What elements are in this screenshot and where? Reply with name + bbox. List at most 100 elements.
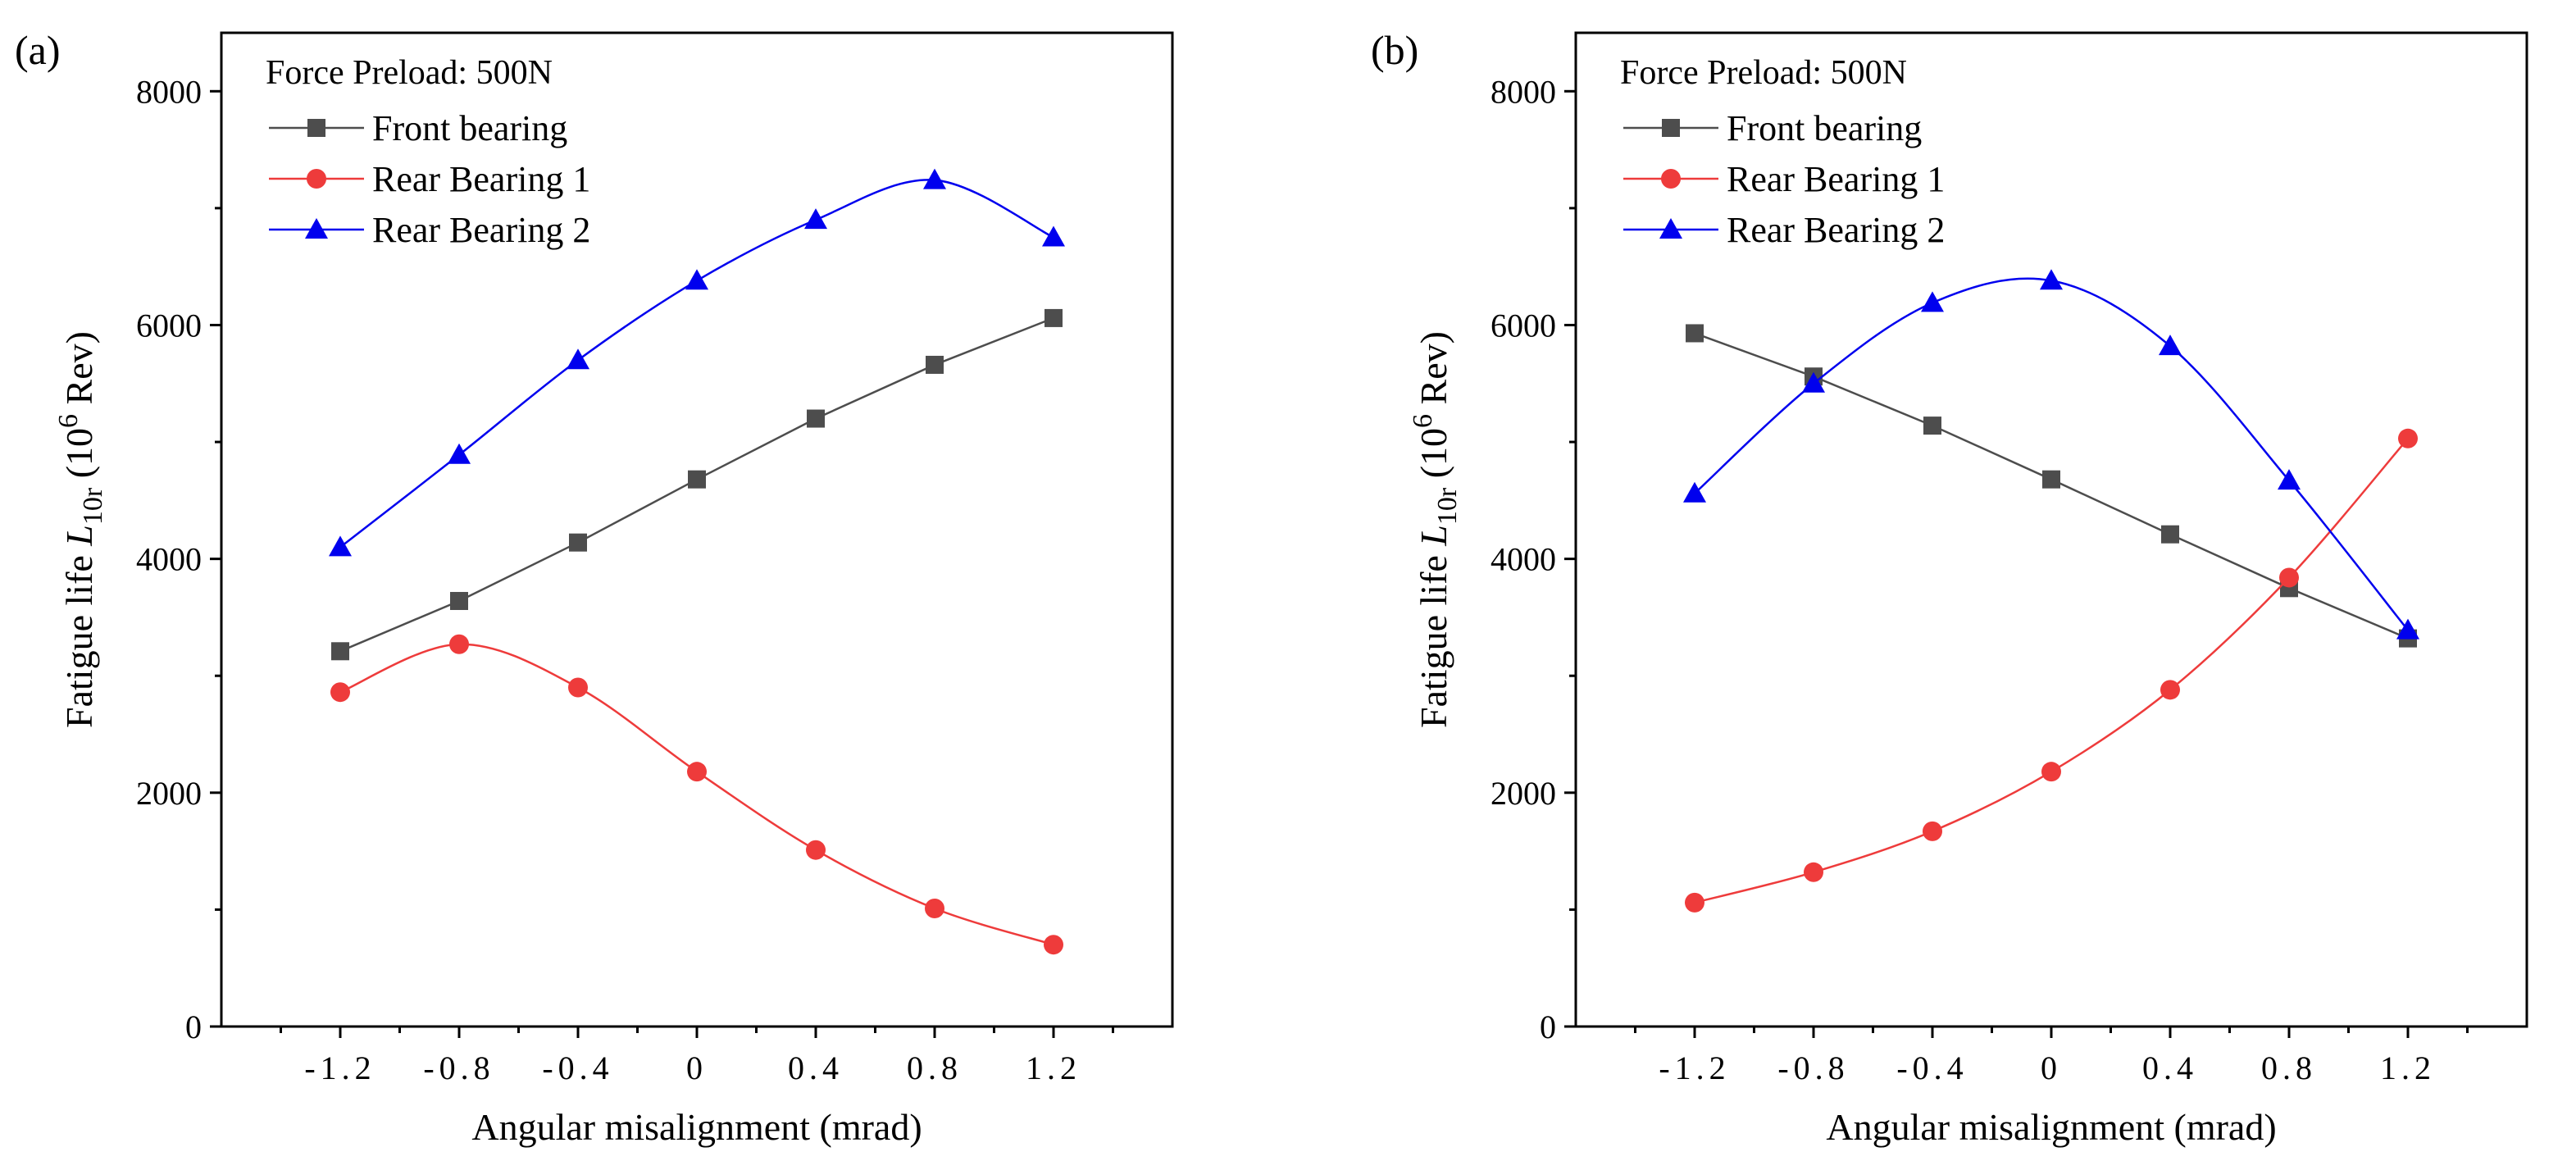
legend-label: Rear Bearing 2 — [372, 210, 590, 250]
series-rear-bearing-2 — [1683, 269, 2419, 640]
y-tick-label: 8000 — [136, 73, 202, 110]
data-point-square — [2042, 470, 2060, 489]
x-axis-title: Angular misalignment (mrad) — [471, 1106, 922, 1148]
data-point-circle — [449, 634, 469, 654]
data-point-circle — [806, 840, 826, 860]
data-point-triangle — [2159, 335, 2182, 356]
series-line — [1694, 437, 2409, 904]
legend-marker-circle — [1661, 169, 1681, 189]
y-tick-label: 2000 — [136, 775, 202, 812]
x-tick-label: -1.2 — [1659, 1049, 1730, 1086]
data-point-circle — [2279, 567, 2299, 588]
data-point-circle — [568, 677, 588, 698]
x-tick-label: 0.4 — [788, 1049, 844, 1086]
data-point-triangle — [2278, 469, 2301, 490]
data-point-triangle — [923, 168, 946, 189]
y-axis-title-symbol: L — [58, 525, 100, 547]
y-axis-title-symbol-sub: 10r — [1432, 487, 1463, 525]
data-point-square — [331, 642, 349, 661]
legend-item: Rear Bearing 1 — [1623, 159, 1945, 199]
legend-label: Rear Bearing 1 — [1727, 159, 1945, 199]
y-axis-title-unit-close: Rev) — [58, 331, 100, 414]
data-point-circle — [687, 762, 707, 782]
x-tick-label: -0.8 — [1777, 1049, 1849, 1086]
data-point-square — [569, 533, 587, 552]
legend-marker-square — [1662, 119, 1680, 137]
legend-marker-triangle — [305, 218, 328, 239]
y-axis-title-unit-sup: 6 — [1408, 414, 1438, 428]
x-tick-label: 0.4 — [2142, 1049, 2198, 1086]
data-point-square — [688, 470, 706, 489]
y-tick-label: 8000 — [1491, 73, 1556, 110]
data-point-circle — [1685, 892, 1704, 913]
x-tick-label: -1.2 — [304, 1049, 375, 1086]
y-tick-label: 6000 — [1491, 307, 1556, 344]
data-point-triangle — [1683, 481, 1706, 503]
series-line — [1694, 277, 2409, 631]
y-axis-title: Fatigue life L10r (106 Rev) — [53, 331, 108, 728]
chart-panel-b: 0 2000 4000 6000 8000 -1.2 -0.8 -0.4 0 0.4 0.8 1.2 A… — [1371, 27, 2528, 1148]
series-rear-bearing-1 — [1685, 428, 2418, 913]
series-front-bearing — [331, 308, 1063, 661]
y-axis-title-symbol-sub: 10r — [78, 487, 108, 525]
chart-panel-a: 0 2000 4000 6000 8000 -1.2 -0.8 -0.4 0 0.4 0.8 1.2 A… — [15, 27, 1174, 1148]
x-tick-label: 1.2 — [1026, 1049, 1081, 1086]
data-point-triangle — [329, 535, 352, 557]
x-tick-label: -0.4 — [542, 1049, 613, 1086]
y-tick-label: 2000 — [1491, 775, 1556, 812]
data-point-circle — [2398, 428, 2418, 448]
x-tick-label: -0.4 — [1896, 1049, 1968, 1086]
data-point-circle — [1804, 862, 1823, 882]
data-point-circle — [2160, 680, 2180, 700]
series-front-bearing — [1686, 324, 2417, 648]
data-point-circle — [2041, 762, 2061, 782]
data-point-square — [450, 591, 468, 610]
legend-label: Front bearing — [1727, 108, 1922, 148]
y-axis-title-prefix: Fatigue life — [58, 546, 100, 728]
series-rear-bearing-1 — [330, 634, 1063, 955]
legend-item: Front bearing — [1623, 108, 1922, 148]
series-line — [339, 643, 1054, 946]
x-tick-label: 0.8 — [2261, 1049, 2317, 1086]
x-tick-label: -0.8 — [423, 1049, 494, 1086]
data-point-circle — [330, 682, 350, 703]
legend-label: Rear Bearing 1 — [372, 159, 590, 199]
data-point-triangle — [567, 348, 589, 370]
y-axis-title: Fatigue life L10r (106 Rev) — [1408, 331, 1463, 728]
data-point-square — [926, 355, 944, 374]
x-tick-label: 0 — [2041, 1049, 2062, 1086]
legend-marker-square — [307, 119, 325, 137]
y-tick-label: 6000 — [136, 307, 202, 344]
series-rear-bearing-2 — [329, 168, 1065, 557]
data-point-square — [1686, 324, 1704, 343]
y-tick-label: 4000 — [1491, 541, 1556, 578]
data-point-triangle — [1921, 291, 1944, 312]
legend-marker-circle — [307, 169, 326, 189]
data-point-square — [1923, 417, 1941, 435]
data-point-square — [807, 409, 825, 428]
legend-label: Front bearing — [372, 108, 567, 148]
y-axis-title-unit-open: (10 — [58, 428, 100, 488]
legend-item: Rear Bearing 1 — [269, 159, 590, 199]
y-axis-title-symbol: L — [1413, 525, 1454, 547]
x-tick-label: 0 — [686, 1049, 708, 1086]
legend-item: Rear Bearing 2 — [269, 210, 590, 250]
panel-tag: (b) — [1371, 27, 1418, 73]
data-point-square — [2161, 525, 2179, 544]
data-point-circle — [925, 898, 944, 918]
legend-item: Rear Bearing 2 — [1623, 210, 1945, 250]
legend-item: Front bearing — [269, 108, 567, 148]
data-point-circle — [1044, 935, 1063, 955]
y-axis-title-unit-close: Rev) — [1413, 331, 1454, 414]
data-point-square — [1045, 308, 1063, 327]
x-axis-title: Angular misalignment (mrad) — [1826, 1106, 2276, 1148]
data-point-triangle — [1802, 371, 1825, 393]
legend-title: Force Preload: 500N — [266, 54, 553, 92]
legend-title: Force Preload: 500N — [1620, 54, 1907, 92]
data-point-triangle — [448, 443, 471, 464]
data-point-triangle — [804, 208, 827, 230]
y-axis-title-unit-sup: 6 — [53, 414, 84, 428]
panel-tag: (a) — [15, 27, 61, 73]
data-point-triangle — [685, 269, 708, 290]
